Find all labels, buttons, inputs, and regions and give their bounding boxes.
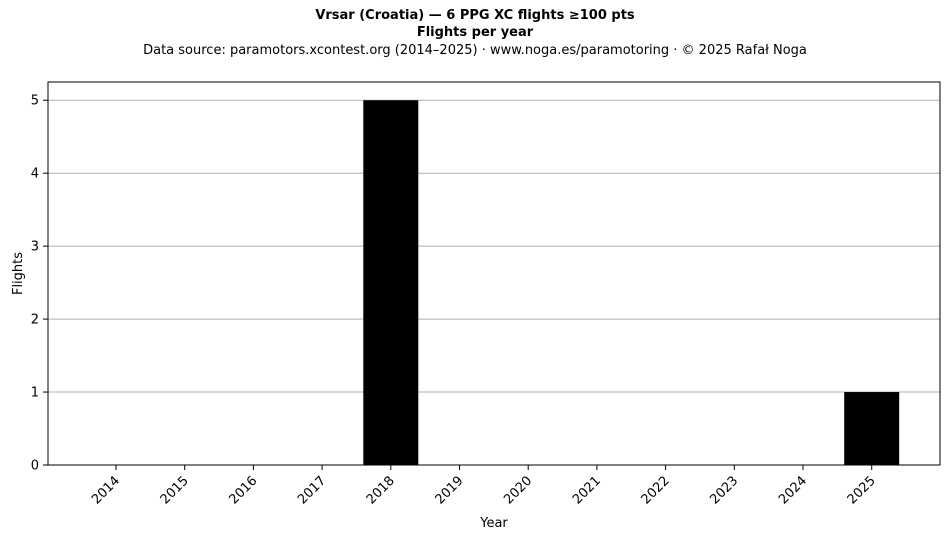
x-tick-label-2023: 2023: [707, 473, 741, 507]
x-tick-label-2014: 2014: [89, 473, 123, 507]
x-tick-label-2020: 2020: [501, 473, 535, 507]
x-tick-label-2019: 2019: [433, 473, 467, 507]
x-tick-label-2024: 2024: [776, 473, 810, 507]
y-tick-label-1: 1: [31, 386, 39, 401]
chart-subtitle: Flights per year: [416, 25, 534, 40]
x-tick-label-2017: 2017: [295, 473, 329, 507]
y-tick-label-3: 3: [31, 240, 39, 255]
plot-frame: [47, 81, 941, 466]
x-tick-label-2016: 2016: [226, 473, 260, 507]
bar-2025: [844, 392, 900, 465]
chart-title: Vrsar (Croatia) — 6 PPG XC flights ≥100 …: [315, 8, 635, 23]
x-axis-label: Year: [479, 516, 508, 531]
x-tick-label-2022: 2022: [639, 473, 673, 507]
x-tick-label-2021: 2021: [570, 473, 604, 507]
y-tick-label-5: 5: [31, 94, 39, 109]
y-tick-label-4: 4: [31, 167, 39, 182]
y-tick-label-2: 2: [31, 313, 39, 328]
x-tick-label-2015: 2015: [158, 473, 192, 507]
y-axis-label: Flights: [11, 252, 26, 295]
x-tick-label-2025: 2025: [845, 473, 879, 507]
y-tick-label-0: 0: [31, 459, 39, 474]
chart-source-note: Data source: paramotors.xcontest.org (20…: [143, 43, 807, 58]
bar-2018: [363, 100, 419, 465]
x-tick-label-2018: 2018: [364, 473, 398, 507]
